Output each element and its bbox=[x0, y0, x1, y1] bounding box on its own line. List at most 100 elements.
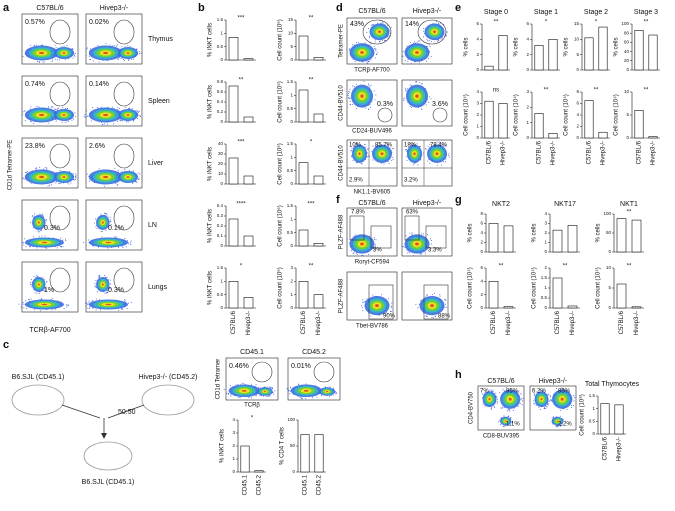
event-dot bbox=[417, 42, 418, 43]
event-dot bbox=[228, 393, 229, 394]
density bbox=[126, 52, 129, 54]
event-dot bbox=[48, 123, 49, 124]
event-dot bbox=[362, 302, 363, 303]
event-dot bbox=[263, 396, 264, 397]
event-dot bbox=[507, 410, 508, 411]
row-label: Liver bbox=[148, 160, 164, 167]
event-dot bbox=[494, 406, 495, 407]
event-dot bbox=[87, 308, 88, 309]
y-tick-label: 0.5 bbox=[287, 168, 294, 173]
bar bbox=[485, 101, 493, 138]
event-dot bbox=[489, 389, 490, 390]
event-dot bbox=[383, 23, 384, 24]
event-dot bbox=[428, 102, 429, 103]
density bbox=[62, 176, 65, 178]
event-dot bbox=[46, 281, 47, 282]
event-dot bbox=[363, 81, 364, 82]
event-dot bbox=[574, 397, 575, 398]
event-dot bbox=[438, 40, 439, 41]
y-tick-label: 2 bbox=[476, 112, 479, 117]
event-dot bbox=[99, 62, 100, 63]
event-dot bbox=[121, 308, 122, 309]
category-label: Hivep3-/- bbox=[506, 311, 512, 335]
event-dot bbox=[125, 107, 126, 108]
significance: * bbox=[251, 416, 254, 422]
event-dot bbox=[367, 63, 368, 64]
density bbox=[103, 114, 108, 116]
event-dot bbox=[106, 213, 107, 214]
event-dot bbox=[128, 60, 129, 61]
event-dot bbox=[352, 85, 353, 86]
y-tick-label: 3 bbox=[290, 265, 293, 270]
event-dot bbox=[510, 417, 511, 418]
event-dot bbox=[52, 60, 53, 61]
event-dot bbox=[518, 392, 519, 393]
event-dot bbox=[413, 43, 414, 44]
axis-label: Cell count (10⁸) bbox=[579, 394, 586, 436]
y-tick-label: 2 bbox=[544, 265, 547, 270]
event-dot bbox=[441, 39, 442, 40]
event-dot bbox=[426, 104, 427, 105]
bar bbox=[601, 404, 609, 434]
column-header: Hivep3-/- bbox=[539, 378, 568, 385]
bar bbox=[299, 90, 308, 122]
event-dot bbox=[374, 90, 375, 91]
gate-label: 0.3% bbox=[108, 287, 124, 294]
event-dot bbox=[356, 162, 357, 163]
event-dot bbox=[54, 309, 55, 310]
event-dot bbox=[409, 252, 410, 253]
bar bbox=[649, 137, 657, 138]
event-dot bbox=[370, 43, 371, 44]
event-dot bbox=[410, 85, 411, 86]
event-dot bbox=[35, 168, 36, 169]
event-dot bbox=[106, 230, 107, 231]
event-dot bbox=[449, 156, 450, 157]
y-tick-label: 8 bbox=[480, 211, 483, 216]
event-dot bbox=[24, 238, 25, 239]
event-dot bbox=[413, 164, 414, 165]
event-dot bbox=[560, 410, 561, 411]
density bbox=[415, 243, 419, 246]
event-dot bbox=[36, 293, 37, 294]
event-dot bbox=[136, 182, 137, 183]
event-dot bbox=[533, 400, 534, 401]
gate-label: 3.6% bbox=[432, 101, 448, 108]
bar bbox=[299, 230, 308, 246]
gate-label: 23.8% bbox=[25, 143, 45, 150]
event-dot bbox=[118, 310, 119, 311]
gate-label: 85% bbox=[558, 389, 571, 395]
y-tick-label: 100 bbox=[621, 21, 629, 26]
bar bbox=[549, 133, 557, 138]
event-dot bbox=[39, 167, 40, 168]
event-dot bbox=[75, 178, 76, 179]
event-dot bbox=[87, 47, 88, 48]
event-dot bbox=[420, 254, 421, 255]
event-dot bbox=[497, 403, 498, 404]
event-dot bbox=[415, 304, 416, 305]
event-dot bbox=[406, 149, 407, 150]
event-dot bbox=[347, 238, 348, 239]
y-tick-label: 0.2 bbox=[217, 223, 224, 228]
event-dot bbox=[87, 303, 88, 304]
event-dot bbox=[90, 59, 91, 60]
density bbox=[103, 52, 108, 54]
bar bbox=[229, 281, 238, 308]
y-tick-label: 1 bbox=[476, 124, 479, 129]
event-dot bbox=[26, 246, 27, 247]
event-dot bbox=[409, 233, 410, 234]
event-dot bbox=[306, 384, 307, 385]
event-dot bbox=[540, 409, 541, 410]
y-tick-label: 1.5 bbox=[589, 393, 596, 398]
event-dot bbox=[267, 387, 268, 388]
gate-label: 3% bbox=[373, 248, 382, 254]
event-dot bbox=[33, 236, 34, 237]
event-dot bbox=[426, 315, 427, 316]
event-dot bbox=[499, 392, 500, 393]
event-dot bbox=[127, 308, 128, 309]
event-dot bbox=[102, 236, 103, 237]
event-dot bbox=[23, 302, 24, 303]
event-dot bbox=[548, 394, 549, 395]
event-dot bbox=[107, 124, 108, 125]
y-tick-label: 0.5 bbox=[287, 106, 294, 111]
event-dot bbox=[116, 177, 117, 178]
